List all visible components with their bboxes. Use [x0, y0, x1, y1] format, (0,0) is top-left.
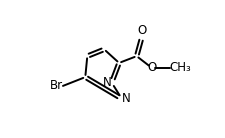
Text: N: N [121, 92, 130, 105]
Text: O: O [137, 24, 146, 37]
Text: CH₃: CH₃ [169, 61, 191, 74]
Text: O: O [146, 61, 155, 74]
Text: N: N [102, 76, 111, 89]
Text: Br: Br [50, 79, 63, 92]
